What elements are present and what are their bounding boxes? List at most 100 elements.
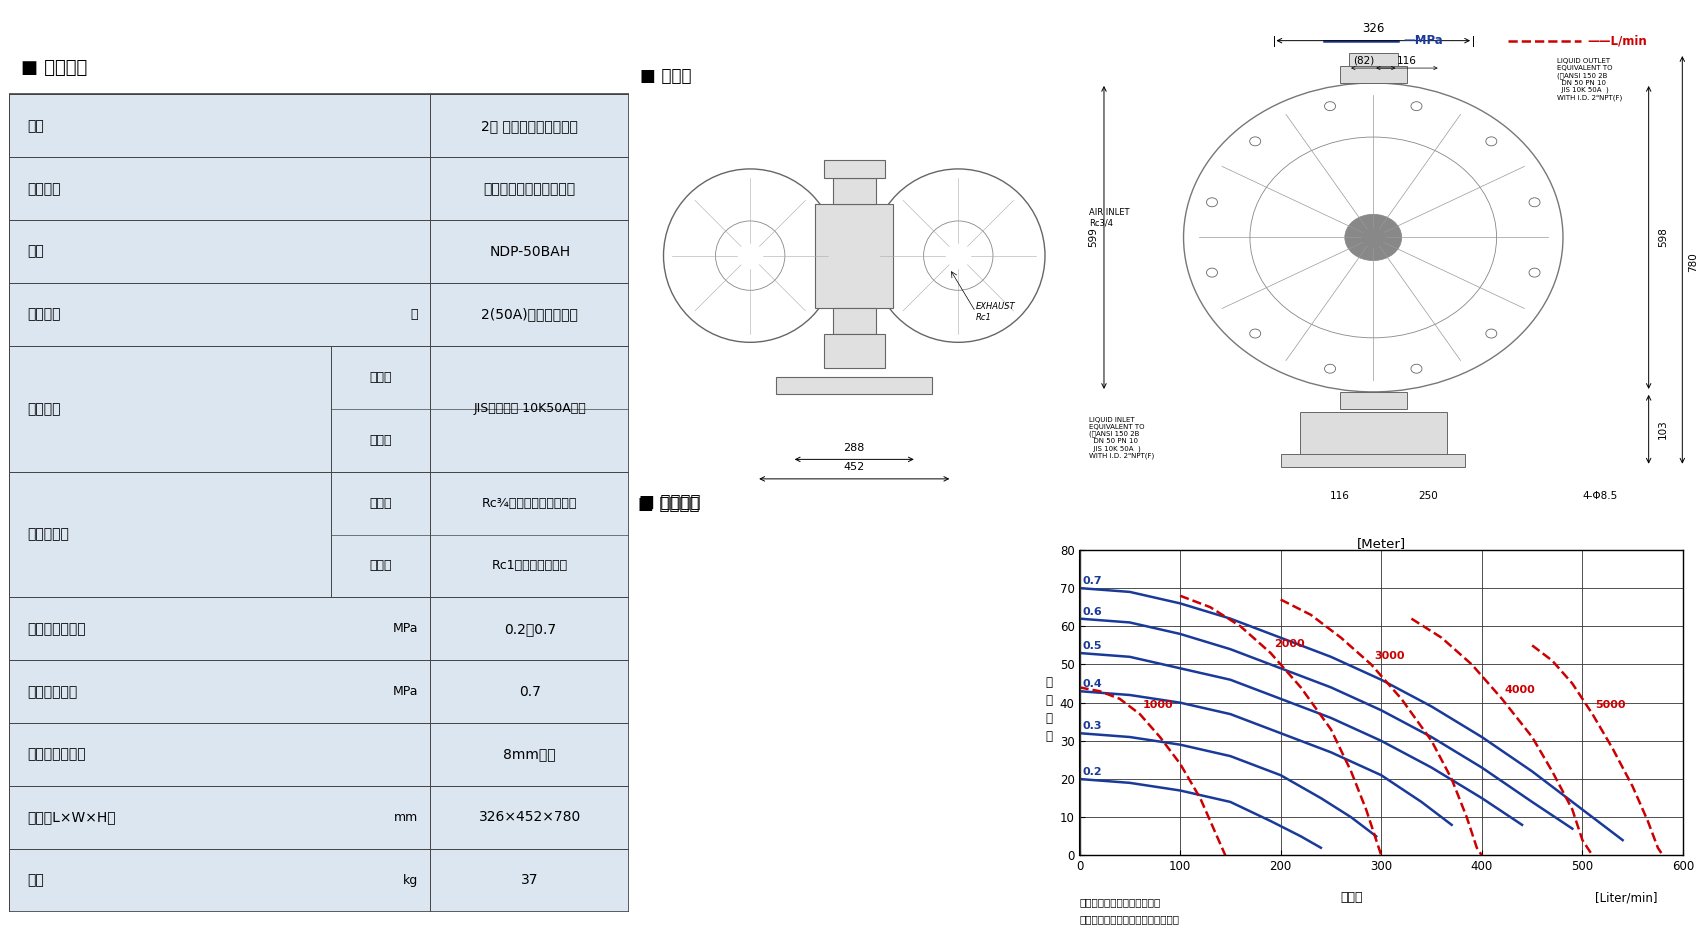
- Text: 実線のカーブは供給エアー圧: 実線のカーブは供給エアー圧: [1080, 897, 1161, 907]
- Text: 最高吐出圧力: 最高吐出圧力: [27, 684, 78, 698]
- Text: LIQUID OUTLET
EQUIVALENT TO
(　ANSI 150 2B
  DN 50 PN 10
  JIS 10K 50A  )
WITH I.: LIQUID OUTLET EQUIVALENT TO ( ANSI 150 2…: [1557, 58, 1622, 101]
- Text: エアー接続: エアー接続: [27, 527, 70, 541]
- Bar: [8, 786, 629, 849]
- Bar: [8, 723, 629, 786]
- Text: (82): (82): [1353, 55, 1375, 66]
- Text: 2000: 2000: [1273, 639, 1304, 650]
- Text: 呦: 呦: [410, 308, 418, 321]
- Bar: [824, 160, 884, 178]
- Text: mm: mm: [394, 811, 418, 824]
- Text: 2呦 ダイアフラムポンプ: 2呦 ダイアフラムポンプ: [481, 118, 578, 133]
- Text: 598: 598: [1658, 227, 1668, 247]
- Text: 常用エアー圧力: 常用エアー圧力: [27, 622, 85, 635]
- Text: ヤマダコーポレーション: ヤマダコーポレーション: [484, 181, 576, 196]
- Bar: [1340, 66, 1408, 83]
- Circle shape: [1345, 214, 1402, 260]
- Text: ——L/min: ——L/min: [1588, 34, 1647, 47]
- Circle shape: [1250, 329, 1261, 338]
- Text: 2(50A)タケノコ出し: 2(50A)タケノコ出し: [481, 307, 578, 321]
- Text: NDP-50BAH: NDP-50BAH: [490, 244, 570, 258]
- Text: 37: 37: [520, 873, 539, 887]
- Bar: [8, 157, 629, 220]
- Bar: [833, 307, 876, 334]
- Text: 326×452×780: 326×452×780: [479, 810, 581, 824]
- Text: 排気口: 排気口: [369, 559, 393, 572]
- Text: 3000: 3000: [1374, 650, 1404, 661]
- Text: 0.5: 0.5: [1083, 641, 1102, 651]
- Text: 吐
出
揚
程: 吐 出 揚 程: [1046, 676, 1052, 744]
- Circle shape: [1411, 364, 1421, 373]
- Text: 破線のカーブはエアー消費量を示す: 破線のカーブはエアー消費量を示す: [1080, 914, 1180, 924]
- Bar: [8, 849, 629, 912]
- Text: 重量: 重量: [27, 873, 44, 887]
- Text: MPa: MPa: [393, 622, 418, 635]
- Text: ■ 性能曲線: ■ 性能曲線: [639, 494, 700, 511]
- Bar: [8, 283, 629, 346]
- Text: 326: 326: [1362, 22, 1384, 35]
- Text: 5000: 5000: [1596, 700, 1625, 711]
- Bar: [824, 334, 884, 368]
- Text: 0.7: 0.7: [1083, 576, 1102, 587]
- Circle shape: [1250, 137, 1261, 146]
- Text: 0.3: 0.3: [1083, 721, 1102, 731]
- Text: 供給口: 供給口: [369, 496, 393, 509]
- Text: 材料接続: 材料接続: [27, 401, 61, 415]
- Text: 1000: 1000: [1142, 700, 1173, 711]
- Text: ■ 製品仕様: ■ 製品仕様: [20, 59, 87, 77]
- Text: 品名: 品名: [27, 118, 44, 133]
- Text: —MPa: —MPa: [1404, 34, 1443, 47]
- Circle shape: [1486, 137, 1496, 146]
- Bar: [8, 472, 629, 598]
- Text: 4000: 4000: [1504, 685, 1535, 695]
- Text: 型式: 型式: [27, 244, 44, 258]
- Text: AIR INLET
Rc3/4: AIR INLET Rc3/4: [1088, 208, 1129, 227]
- Text: 4-Φ8.5: 4-Φ8.5: [1583, 492, 1617, 502]
- Bar: [8, 660, 629, 723]
- Circle shape: [1207, 268, 1217, 277]
- Text: 103: 103: [1658, 419, 1668, 439]
- Text: 0.7: 0.7: [518, 684, 541, 698]
- Text: 250: 250: [1418, 492, 1438, 502]
- Bar: [8, 94, 629, 157]
- Bar: [1348, 53, 1397, 66]
- Text: Rc1（マフラー付）: Rc1（マフラー付）: [491, 559, 568, 572]
- Text: ■ 性能曲線: ■ 性能曲線: [638, 495, 699, 513]
- Circle shape: [1324, 364, 1336, 373]
- Text: [Liter/min]: [Liter/min]: [1595, 891, 1658, 904]
- Bar: [816, 204, 893, 307]
- Text: 0.2～0.7: 0.2～0.7: [503, 622, 556, 635]
- Text: ■ 寸法図: ■ 寸法図: [639, 67, 692, 85]
- X-axis label: [Meter]: [Meter]: [1357, 537, 1406, 550]
- Bar: [1282, 454, 1465, 466]
- Text: JISフランジ 10K50A相当: JISフランジ 10K50A相当: [473, 402, 586, 415]
- Text: 吸込口: 吸込口: [369, 371, 393, 384]
- Text: 599: 599: [1088, 227, 1098, 247]
- Circle shape: [1528, 268, 1540, 277]
- Text: 780: 780: [1688, 253, 1698, 273]
- Text: kg: kg: [403, 874, 418, 886]
- Text: 寸法（L×W×H）: 寸法（L×W×H）: [27, 810, 116, 824]
- Text: MPa: MPa: [393, 685, 418, 698]
- Text: 吐出量: 吐出量: [1340, 891, 1363, 904]
- Circle shape: [1411, 102, 1421, 111]
- Bar: [8, 598, 629, 660]
- Bar: [777, 377, 932, 395]
- Bar: [8, 346, 629, 472]
- Text: EXHAUST
Rc1: EXHAUST Rc1: [976, 303, 1015, 321]
- Text: Rc¾（エアーコック付）: Rc¾（エアーコック付）: [483, 496, 578, 509]
- Text: 8mm以下: 8mm以下: [503, 747, 556, 761]
- Bar: [8, 220, 629, 283]
- Circle shape: [1324, 102, 1336, 111]
- Circle shape: [1207, 197, 1217, 207]
- Text: 452: 452: [843, 462, 865, 473]
- Bar: [833, 178, 876, 204]
- Text: 288: 288: [843, 443, 865, 453]
- Text: 116: 116: [1397, 55, 1416, 66]
- Text: 吐出口: 吐出口: [369, 433, 393, 446]
- Text: メーカー: メーカー: [27, 181, 61, 196]
- Circle shape: [1486, 329, 1496, 338]
- Text: 0.2: 0.2: [1083, 767, 1102, 777]
- Bar: [1340, 392, 1408, 409]
- Text: 最大通過粒子径: 最大通過粒子径: [27, 747, 85, 761]
- Text: 116: 116: [1329, 492, 1350, 502]
